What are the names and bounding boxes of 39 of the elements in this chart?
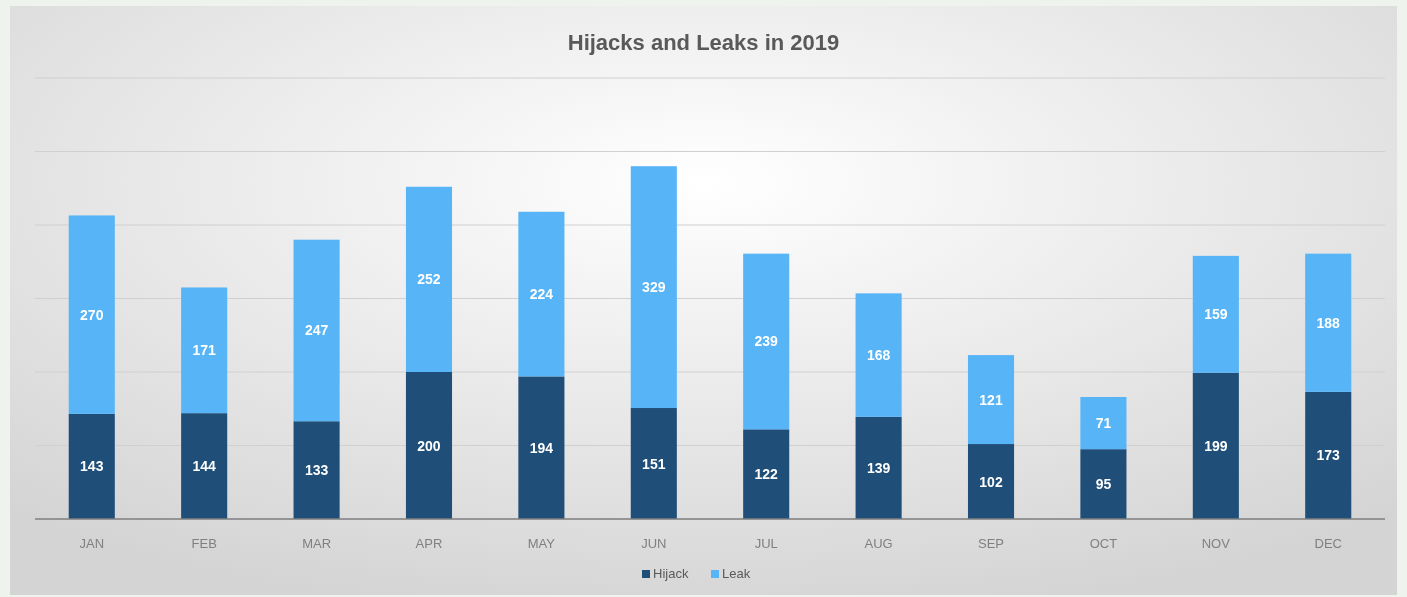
data-label: 188 bbox=[1316, 314, 1341, 331]
data-label: 270 bbox=[80, 306, 104, 323]
x-tick-label: SEP bbox=[978, 536, 1005, 551]
data-label: 171 bbox=[192, 342, 217, 359]
x-tick-label: JUN bbox=[641, 536, 667, 551]
data-label: 329 bbox=[642, 279, 666, 296]
data-label: 173 bbox=[1316, 447, 1341, 464]
data-label: 139 bbox=[866, 459, 891, 476]
x-tick-label: JUL bbox=[754, 536, 778, 551]
data-label: 151 bbox=[642, 455, 666, 472]
x-tick-label: OCT bbox=[1089, 536, 1118, 551]
data-label: 143 bbox=[80, 458, 104, 475]
data-label: 159 bbox=[1204, 306, 1228, 323]
x-tick-label: FEB bbox=[191, 536, 217, 551]
data-label: 168 bbox=[866, 347, 891, 364]
data-label: 200 bbox=[417, 437, 441, 454]
data-label: 71 bbox=[1095, 415, 1112, 432]
x-tick-label: DEC bbox=[1314, 536, 1342, 551]
data-label: 252 bbox=[417, 271, 441, 288]
data-label: 95 bbox=[1095, 476, 1112, 493]
x-tick-label: NOV bbox=[1201, 536, 1231, 551]
data-label: 224 bbox=[529, 286, 554, 303]
x-tick-label: JAN bbox=[79, 536, 105, 551]
data-label: 194 bbox=[529, 439, 554, 456]
data-label: 122 bbox=[754, 466, 779, 483]
legend-label: Leak bbox=[722, 566, 751, 581]
x-tick-label: APR bbox=[415, 536, 443, 551]
data-label: 144 bbox=[192, 458, 217, 475]
chart-title: Hijacks and Leaks in 2019 bbox=[567, 30, 840, 55]
data-label: 247 bbox=[304, 322, 329, 339]
x-tick-label: MAY bbox=[527, 536, 556, 551]
data-label: 199 bbox=[1204, 437, 1228, 454]
data-label: 133 bbox=[304, 462, 329, 479]
data-label: 239 bbox=[754, 333, 779, 350]
legend-label: Hijack bbox=[653, 566, 689, 581]
x-tick-label: AUG bbox=[864, 536, 893, 551]
data-label: 121 bbox=[979, 391, 1003, 408]
x-tick-label: MAR bbox=[302, 536, 332, 551]
data-label: 102 bbox=[979, 473, 1003, 490]
